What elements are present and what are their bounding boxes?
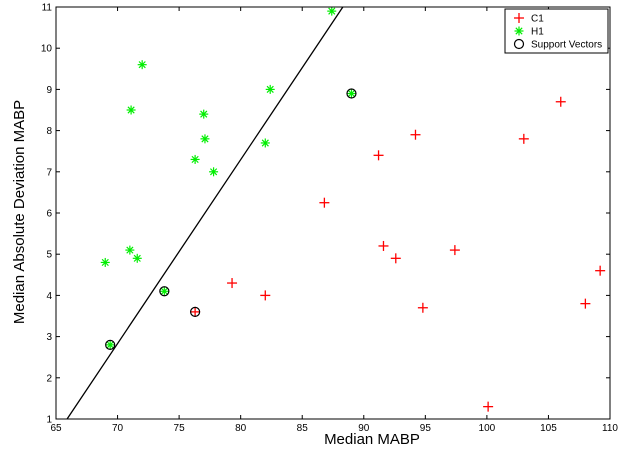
legend-label-support-vectors: Support Vectors bbox=[531, 40, 602, 51]
point-h1 bbox=[125, 245, 135, 255]
y-tick-label: 9 bbox=[46, 85, 52, 96]
legend-label-h1: H1 bbox=[531, 27, 544, 38]
y-tick-label: 11 bbox=[42, 3, 53, 14]
point-h1 bbox=[265, 84, 275, 94]
y-tick-label: 1 bbox=[46, 415, 52, 426]
y-tick-label: 5 bbox=[46, 250, 52, 261]
x-tick-label: 90 bbox=[358, 423, 370, 434]
ast-d2 bbox=[200, 110, 208, 118]
x-tick-label: 95 bbox=[420, 423, 432, 434]
point-c1 bbox=[518, 133, 529, 144]
ast-d2 bbox=[133, 254, 141, 262]
point-support-vectors bbox=[105, 339, 116, 350]
ast-d2 bbox=[261, 139, 269, 147]
point-c1 bbox=[555, 96, 566, 107]
legend-marker-c1 bbox=[514, 13, 524, 23]
y-tick-label: 7 bbox=[46, 167, 52, 178]
point-c1 bbox=[449, 245, 460, 256]
point-h1 bbox=[327, 6, 337, 16]
y-tick-label: 4 bbox=[46, 291, 52, 302]
x-axis-label: Median MABP bbox=[324, 431, 420, 448]
point-h1 bbox=[346, 89, 356, 99]
point-h1 bbox=[260, 138, 270, 148]
legend: C1 H1 Support Vectors bbox=[504, 8, 609, 54]
ast-d2 bbox=[106, 341, 114, 349]
point-c1 bbox=[373, 150, 384, 161]
ast-d2 bbox=[101, 258, 109, 267]
point-c1 bbox=[190, 306, 201, 317]
point-c1 bbox=[390, 253, 401, 264]
ast-d2 bbox=[209, 168, 218, 176]
point-support-vectors bbox=[159, 286, 170, 297]
y-axis-label: Median Absolute Deviation MABP bbox=[11, 100, 28, 324]
point-h1 bbox=[209, 167, 219, 177]
y-tick-label: 2 bbox=[46, 373, 52, 384]
ast-d2 bbox=[160, 287, 168, 295]
y-tick-label: 8 bbox=[46, 126, 52, 137]
points-layer bbox=[100, 6, 606, 412]
ast-d2 bbox=[191, 155, 199, 164]
x-tick-label: 110 bbox=[602, 423, 618, 434]
axes-layer: 65 70 75 80 85 90 95 100 105 110 1 2 3 4 5 6 7 8 9 10 11 bbox=[41, 3, 619, 435]
x-tick-label: 65 bbox=[50, 423, 62, 434]
legend-label-c1: C1 bbox=[531, 14, 544, 25]
x-tick-label: 100 bbox=[479, 423, 496, 434]
point-c1 bbox=[260, 290, 271, 301]
point-h1 bbox=[200, 134, 210, 144]
plot-area-frame bbox=[55, 6, 611, 420]
ast-d2 bbox=[201, 135, 209, 143]
point-c1 bbox=[595, 265, 606, 276]
x-tick-label: 75 bbox=[174, 423, 186, 434]
point-h1 bbox=[190, 154, 200, 164]
lines-layer bbox=[66, 6, 344, 420]
x-tick-label: 105 bbox=[540, 423, 557, 434]
x-tick-label: 70 bbox=[112, 423, 124, 434]
point-c1 bbox=[227, 278, 238, 289]
decision-boundary-line bbox=[66, 6, 344, 420]
point-h1 bbox=[159, 286, 169, 296]
point-h1 bbox=[199, 109, 209, 119]
legend-marker-h1 bbox=[514, 26, 524, 36]
y-tick-label: 6 bbox=[46, 209, 52, 220]
ast-d2 bbox=[126, 246, 134, 254]
y-tick-label: 3 bbox=[46, 332, 52, 343]
y-tick-label: 10 bbox=[41, 44, 53, 55]
ast-d2 bbox=[347, 89, 356, 98]
point-c1 bbox=[483, 401, 494, 412]
point-h1 bbox=[105, 340, 115, 350]
legend-box bbox=[504, 8, 609, 54]
x-tick-label: 85 bbox=[297, 423, 309, 434]
point-h1 bbox=[137, 60, 147, 70]
point-c1 bbox=[410, 129, 421, 140]
point-support-vectors bbox=[346, 88, 357, 99]
point-c1 bbox=[378, 240, 389, 251]
point-h1 bbox=[100, 257, 110, 267]
x-tick-label: 80 bbox=[235, 423, 247, 434]
point-c1 bbox=[319, 197, 330, 208]
legend-marker-support-vectors bbox=[513, 38, 525, 50]
ast-d2 bbox=[328, 7, 336, 15]
point-c1 bbox=[417, 302, 428, 313]
ast-d2 bbox=[127, 106, 135, 114]
point-h1 bbox=[126, 105, 136, 115]
ast-d2 bbox=[138, 61, 146, 69]
point-c1 bbox=[580, 298, 591, 309]
ast-d2 bbox=[266, 85, 274, 94]
point-support-vectors bbox=[190, 306, 201, 317]
ast-d2 bbox=[515, 27, 523, 35]
point-h1 bbox=[132, 253, 142, 263]
